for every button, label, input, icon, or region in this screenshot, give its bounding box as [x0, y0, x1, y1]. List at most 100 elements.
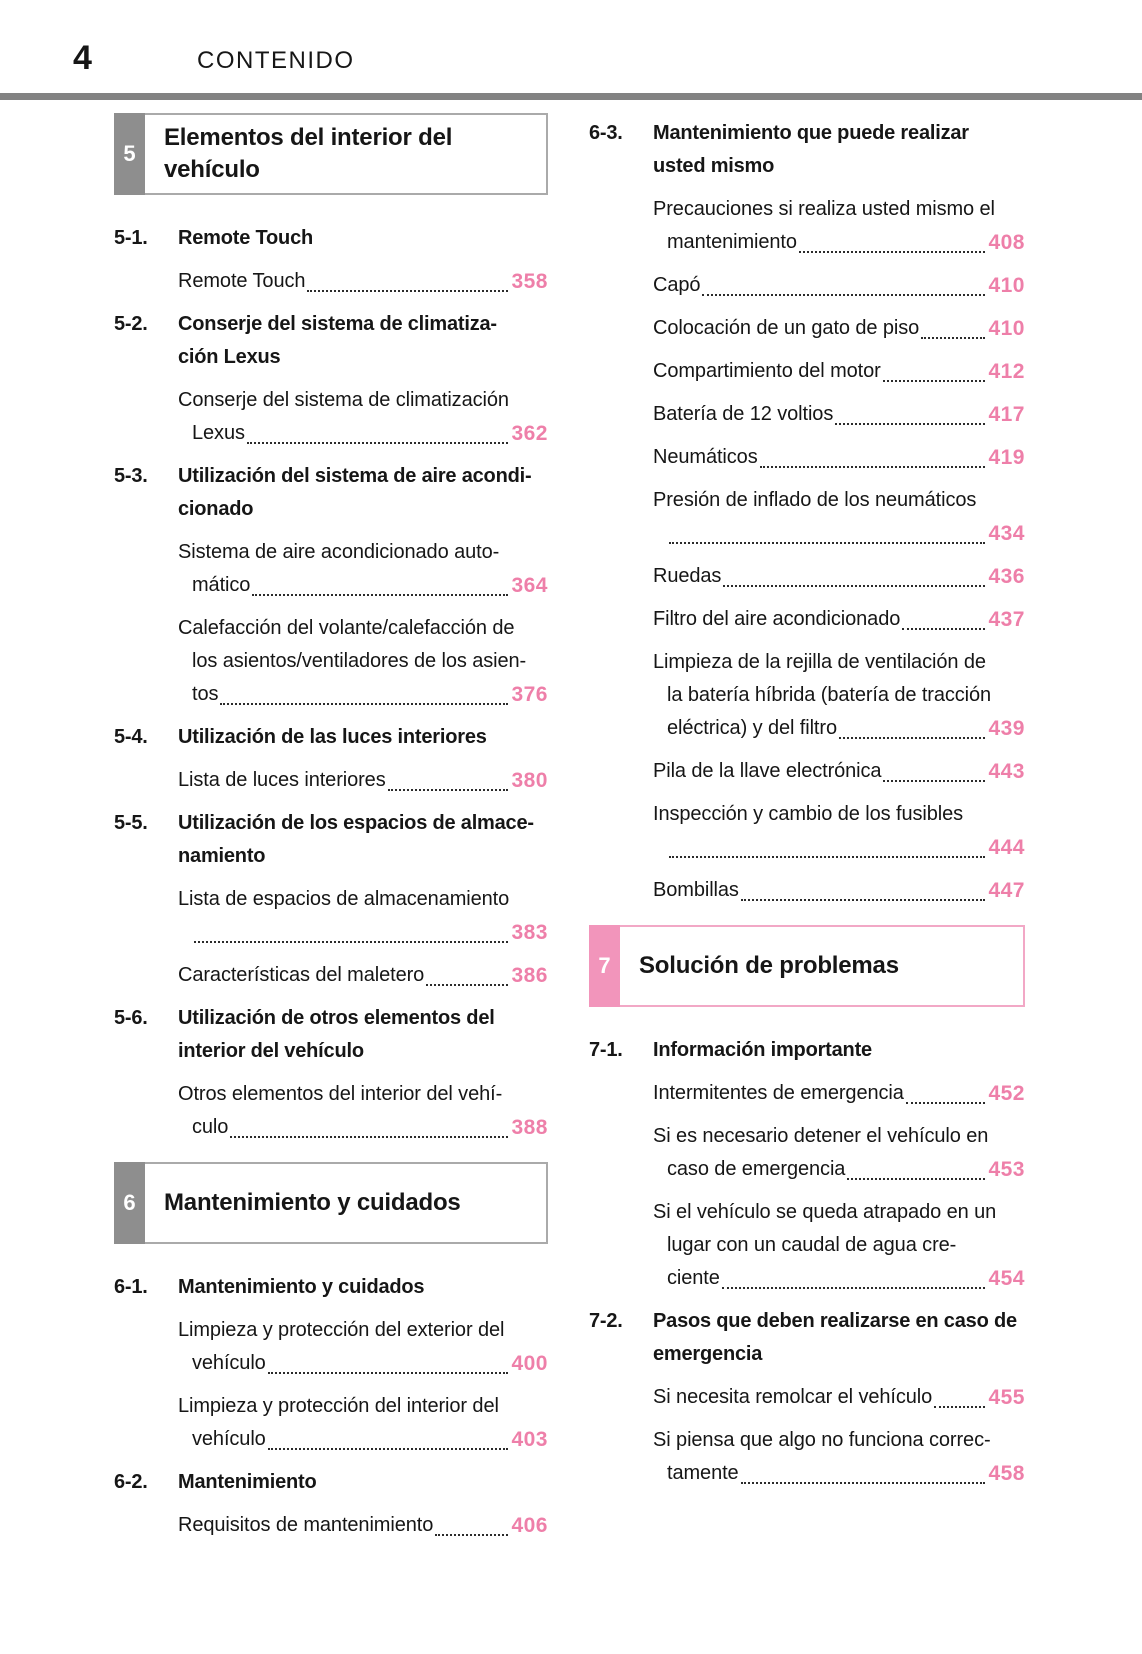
entry-text: Lexus [192, 422, 245, 444]
dot-leader [194, 941, 509, 943]
toc-entry: Lista de espacios de almacenamiento 383 [178, 883, 548, 949]
dot-leader [934, 1406, 986, 1408]
entry-page-number: 403 [511, 1428, 548, 1451]
entry-line: Inspección y cambio de los fusibles [653, 803, 963, 825]
item-number: 5-5. [114, 812, 148, 834]
toc-item-7-1: 7-1. Información importante Intermitentes … [589, 1034, 1025, 1295]
item-title-line: Utilización de los espacios de almace- [178, 812, 534, 834]
section-number-tab: 6 [114, 1162, 145, 1244]
toc-entry: Intermitentes de emergencia 452 [653, 1077, 1025, 1110]
item-title: Información importante [653, 1034, 1025, 1067]
entry-line: Limpieza de la rejilla de ventilación de [653, 651, 986, 673]
entry-last-line: Filtro del aire acondicionado 437 [653, 603, 1025, 636]
toc-entry: Inspección y cambio de los fusibles 444 [653, 798, 1025, 864]
item-title: Utilización de las luces interiores [178, 721, 548, 754]
entry-page-number: 439 [988, 717, 1025, 740]
entry-page-number: 362 [511, 422, 548, 445]
dot-leader [723, 585, 986, 587]
entry-text: Bombillas [653, 879, 739, 901]
entry-last-line: Características del maletero 386 [178, 959, 548, 992]
item-body: Pasos que deben realizarse en caso de eme… [653, 1305, 1025, 1490]
toc-entry: Presión de inflado de los neumáticos 434 [653, 484, 1025, 550]
item-number: 5-3. [114, 465, 148, 487]
dot-leader [435, 1534, 509, 1536]
dot-leader [882, 380, 986, 382]
dot-leader [230, 1136, 509, 1138]
dot-leader [267, 1448, 509, 1450]
entry-line: Limpieza y protección del exterior del [178, 1319, 505, 1341]
toc-item-5-3: 5-3. Utilización del sistema de aire acon… [114, 460, 548, 711]
toc-item-5-5: 5-5. Utilización de los espacios de almac… [114, 807, 548, 992]
item-title: Utilización del sistema de aire acondi-c… [178, 460, 548, 526]
dot-leader [252, 594, 509, 596]
dot-leader [669, 542, 986, 544]
entry-page-number: 453 [988, 1158, 1025, 1181]
entry-page-number: 410 [988, 317, 1025, 340]
entry-page-number: 410 [988, 274, 1025, 297]
dot-leader [740, 899, 986, 901]
entry-text: Batería de 12 voltios [653, 403, 834, 425]
entry-text: vehículo [192, 1428, 266, 1450]
entry-last-line: Capó 410 [653, 269, 1025, 302]
item-number: 6-2. [114, 1471, 148, 1493]
item-title-line: namiento [178, 845, 266, 867]
entry-text: Intermitentes de emergencia [653, 1082, 904, 1104]
item-number: 5-6. [114, 1007, 148, 1029]
entry-line: Calefacción del volante/calefacción de [178, 617, 515, 639]
toc-entry: Neumáticos 419 [653, 441, 1025, 474]
item-title-line: Mantenimiento [178, 1471, 317, 1493]
dot-leader [905, 1102, 986, 1104]
entry-page-number: 380 [511, 769, 548, 792]
item-body: Información importante Intermitentes de e… [653, 1034, 1025, 1295]
item-title-line: Información importante [653, 1039, 872, 1061]
toc-entry: Requisitos de mantenimiento 406 [178, 1509, 548, 1542]
entry-page-number: 436 [988, 565, 1025, 588]
entry-text: caso de emergencia [667, 1158, 846, 1180]
section-box-7: 7 Solución de problemas [589, 925, 1025, 1007]
item-title-line: Mantenimiento que puede realizar [653, 122, 969, 144]
item-number: 6-3. [589, 122, 623, 144]
toc-item-6-1: 6-1. Mantenimiento y cuidados Limpieza y p… [114, 1271, 548, 1456]
entry-page-number: 452 [988, 1082, 1025, 1105]
section-title-line: Mantenimiento y cuidados [164, 1189, 461, 1216]
entry-last-line: vehículo 403 [192, 1423, 548, 1456]
toc-item-5-1: 5-1. Remote Touch Remote Touch 358 [114, 222, 548, 298]
item-title: Mantenimiento que puede realizar usted mi… [653, 117, 1025, 183]
entry-text: vehículo [192, 1352, 266, 1374]
dot-leader [426, 984, 509, 986]
section-title: Elementos del interior del vehículo [145, 122, 452, 186]
entry-page-number: 417 [988, 403, 1025, 426]
dot-leader [721, 1287, 986, 1289]
toc-entry: Batería de 12 voltios 417 [653, 398, 1025, 431]
entry-last-line: Remote Touch 358 [178, 265, 548, 298]
toc-entry: Bombillas 447 [653, 874, 1025, 907]
item-title: Utilización de otros elementos del interi… [178, 1002, 548, 1068]
entry-page-number: 447 [988, 879, 1025, 902]
entry-page-number: 408 [988, 231, 1025, 254]
entry-last-line: Si necesita remolcar el vehículo 455 [653, 1381, 1025, 1414]
page-number: 4 [73, 39, 93, 77]
entry-line: Otros elementos del interior del vehí- [178, 1083, 503, 1105]
item-title-line: Pasos que deben realizarse en caso de [653, 1310, 1017, 1332]
entry-line: Lista de espacios de almacenamiento [178, 888, 510, 910]
toc-entry: Si es necesario detener el vehículo en ca… [653, 1120, 1025, 1186]
item-number: 5-2. [114, 313, 148, 335]
entry-last-line: culo 388 [192, 1111, 548, 1144]
entry-last-line: vehículo 400 [192, 1347, 548, 1380]
entry-last-line: Lexus 362 [192, 417, 548, 450]
item-title-line: ción Lexus [178, 346, 281, 368]
entry-line: Si piensa que algo no funciona correc- [653, 1429, 991, 1451]
section-box-5: 5 Elementos del interior del vehículo [114, 113, 548, 195]
item-body: Utilización del sistema de aire acondi-c… [178, 460, 548, 711]
toc-entry: Limpieza de la rejilla de ventilación de… [653, 646, 1025, 745]
section-number-tab: 7 [589, 925, 620, 1007]
item-title-line: Conserje del sistema de climatiza- [178, 313, 497, 335]
entry-page-number: 443 [988, 760, 1025, 783]
entry-page-number: 386 [511, 964, 548, 987]
section-title: Solución de problemas [620, 950, 899, 982]
entry-line: los asientos/ventiladores de los asien- [192, 650, 527, 672]
dot-leader [838, 737, 986, 739]
entry-last-line: caso de emergencia 453 [667, 1153, 1025, 1186]
entry-text: Compartimiento del motor [653, 360, 881, 382]
entry-line: Limpieza y protección del interior del [178, 1395, 499, 1417]
